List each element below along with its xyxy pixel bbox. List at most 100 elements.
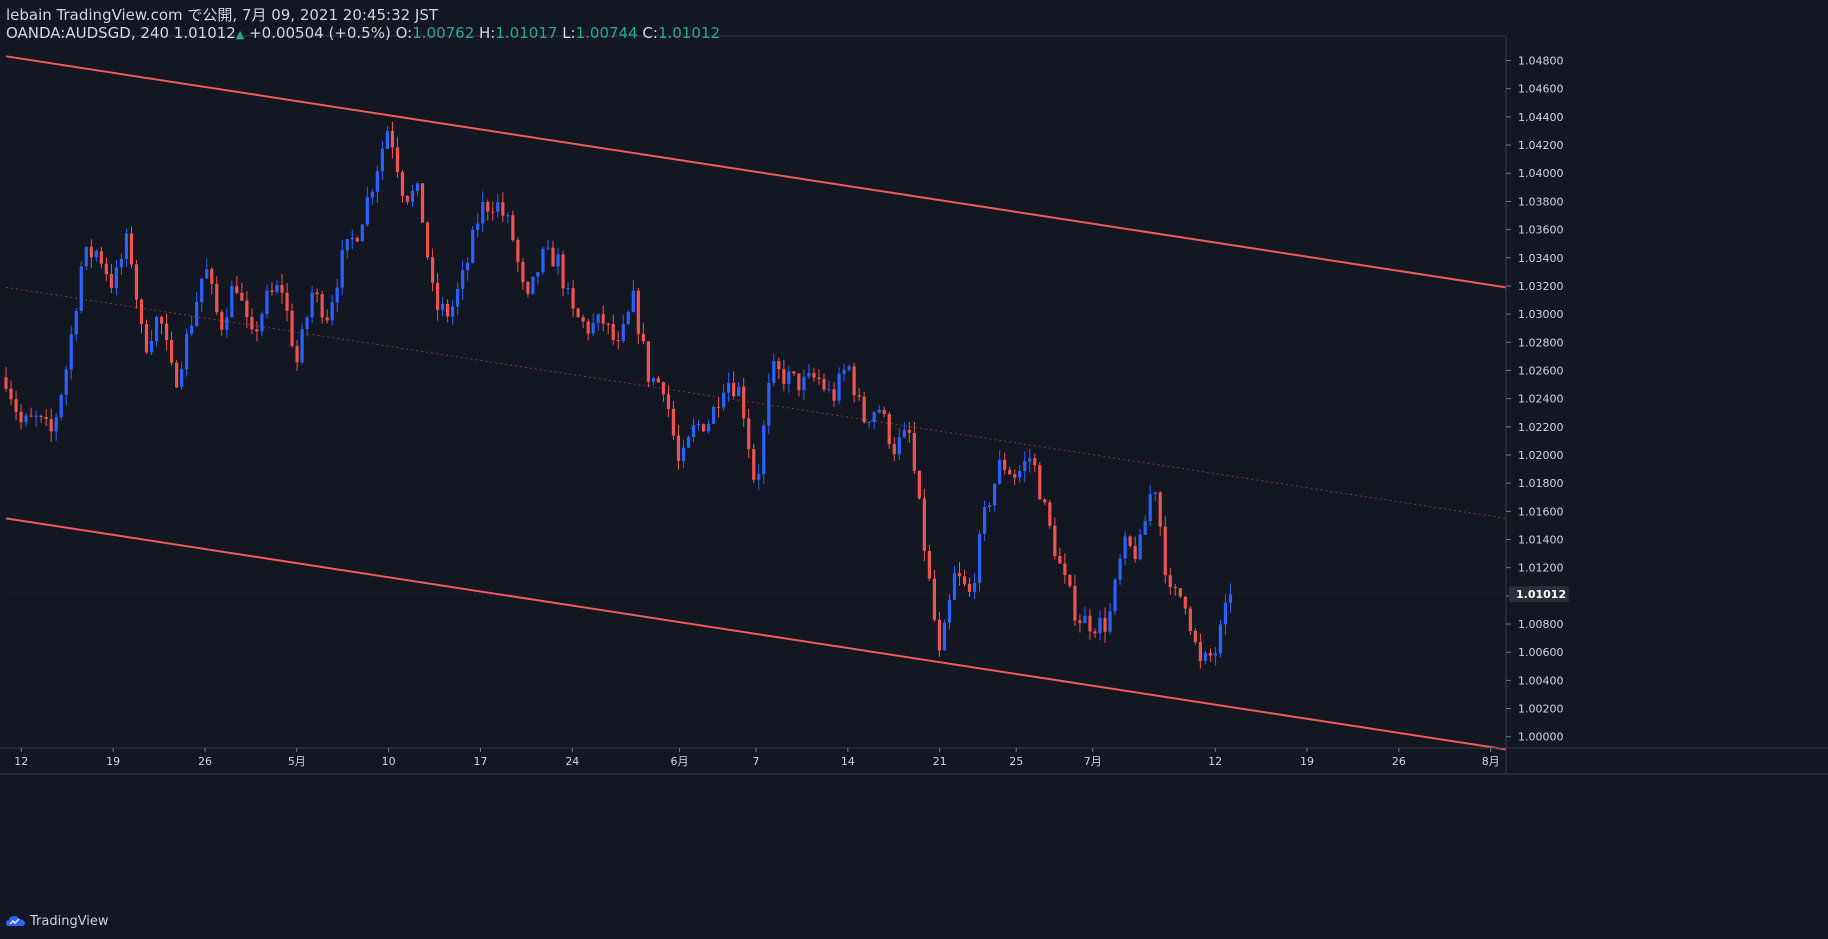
candle-body bbox=[1168, 575, 1172, 588]
candle bbox=[571, 280, 575, 317]
candle bbox=[686, 435, 691, 449]
candle bbox=[521, 258, 525, 290]
candle bbox=[942, 619, 947, 651]
candle-body bbox=[727, 382, 731, 393]
open-value: 1.00762 bbox=[412, 24, 475, 42]
chart-header: lebain TradingView.com で公開, 7月 09, 2021 … bbox=[6, 6, 720, 44]
candle bbox=[621, 314, 625, 344]
candle bbox=[405, 195, 410, 205]
candle-body bbox=[1193, 630, 1197, 643]
candle bbox=[862, 392, 866, 424]
candle bbox=[782, 359, 786, 392]
candle-body bbox=[917, 470, 921, 499]
candle bbox=[1083, 606, 1087, 624]
candle-body bbox=[656, 378, 660, 383]
candle bbox=[99, 246, 103, 269]
candle-body bbox=[676, 435, 681, 461]
candle bbox=[275, 280, 279, 295]
candle bbox=[285, 282, 289, 322]
candle bbox=[807, 363, 811, 379]
candle bbox=[1208, 648, 1213, 663]
candle bbox=[79, 261, 83, 314]
candle bbox=[1218, 619, 1223, 658]
close-value: 1.01012 bbox=[657, 24, 720, 42]
candle-body bbox=[315, 292, 319, 295]
candle-body bbox=[164, 323, 169, 341]
candle-body bbox=[561, 254, 565, 289]
candle-body bbox=[295, 346, 299, 363]
candle bbox=[195, 291, 199, 328]
candle bbox=[1068, 574, 1072, 589]
candle-body bbox=[139, 299, 144, 325]
candle bbox=[481, 191, 485, 233]
x-tick-label: 7 bbox=[753, 755, 760, 768]
candle-body bbox=[370, 191, 374, 198]
candle bbox=[872, 411, 876, 430]
candle bbox=[742, 378, 746, 427]
candle bbox=[89, 239, 93, 268]
candle bbox=[802, 369, 806, 400]
candle bbox=[561, 250, 565, 297]
candle-body bbox=[1228, 594, 1233, 603]
candle-body bbox=[767, 382, 771, 426]
y-tick-label: 1.00400 bbox=[1518, 674, 1564, 687]
candle bbox=[441, 296, 445, 317]
candle-body bbox=[446, 303, 450, 317]
candle-body bbox=[456, 288, 460, 307]
candle-body bbox=[591, 322, 595, 334]
candle bbox=[1078, 614, 1082, 633]
candle-body bbox=[616, 340, 620, 342]
y-tick-label: 1.02200 bbox=[1518, 421, 1564, 434]
candle-body bbox=[340, 250, 344, 288]
candle-body bbox=[988, 505, 992, 507]
candle-body bbox=[220, 312, 224, 330]
candle-body bbox=[822, 379, 826, 390]
candle-body bbox=[1003, 459, 1007, 470]
candle-body bbox=[4, 377, 8, 389]
candle-body bbox=[993, 483, 997, 506]
candle bbox=[1008, 466, 1012, 476]
candle-body bbox=[405, 195, 410, 202]
candle bbox=[340, 239, 344, 296]
candle bbox=[977, 530, 982, 592]
x-tick-label: 5月 bbox=[288, 755, 306, 768]
candle-body bbox=[466, 262, 470, 271]
candle bbox=[180, 362, 184, 390]
candle bbox=[526, 280, 530, 298]
y-tick-label: 1.01600 bbox=[1518, 505, 1564, 518]
y-tick-label: 1.04400 bbox=[1518, 111, 1564, 124]
candle-body bbox=[1118, 558, 1122, 580]
candle bbox=[661, 381, 666, 402]
candle-body bbox=[752, 448, 756, 480]
candle-body bbox=[807, 373, 811, 377]
candle bbox=[551, 240, 555, 267]
candle-body bbox=[586, 321, 590, 334]
candle bbox=[506, 212, 510, 224]
high-value: 1.01017 bbox=[495, 24, 558, 42]
candle bbox=[225, 308, 229, 338]
candle bbox=[19, 404, 23, 430]
candle-body bbox=[1223, 602, 1228, 625]
candle-body bbox=[185, 333, 189, 369]
candle-body bbox=[706, 423, 711, 432]
candle-body bbox=[59, 394, 63, 418]
footer-brand[interactable]: TradingView bbox=[6, 910, 109, 932]
candle-body bbox=[541, 248, 545, 273]
candle-body bbox=[149, 340, 154, 353]
candle-body bbox=[1123, 536, 1127, 559]
symbol-label[interactable]: OANDA:AUDSGD, 240 bbox=[6, 24, 170, 42]
candle-body bbox=[1023, 461, 1027, 472]
candle bbox=[681, 439, 686, 468]
candle-body bbox=[1208, 653, 1213, 656]
y-tick-label: 1.04800 bbox=[1518, 55, 1564, 68]
candle bbox=[1193, 628, 1197, 645]
candle-body bbox=[129, 233, 134, 265]
candle bbox=[892, 437, 896, 461]
candle bbox=[134, 259, 139, 309]
candle-body bbox=[1143, 521, 1147, 535]
candle bbox=[922, 488, 926, 562]
candle bbox=[832, 382, 836, 407]
candle bbox=[596, 313, 600, 331]
candle bbox=[245, 290, 249, 329]
